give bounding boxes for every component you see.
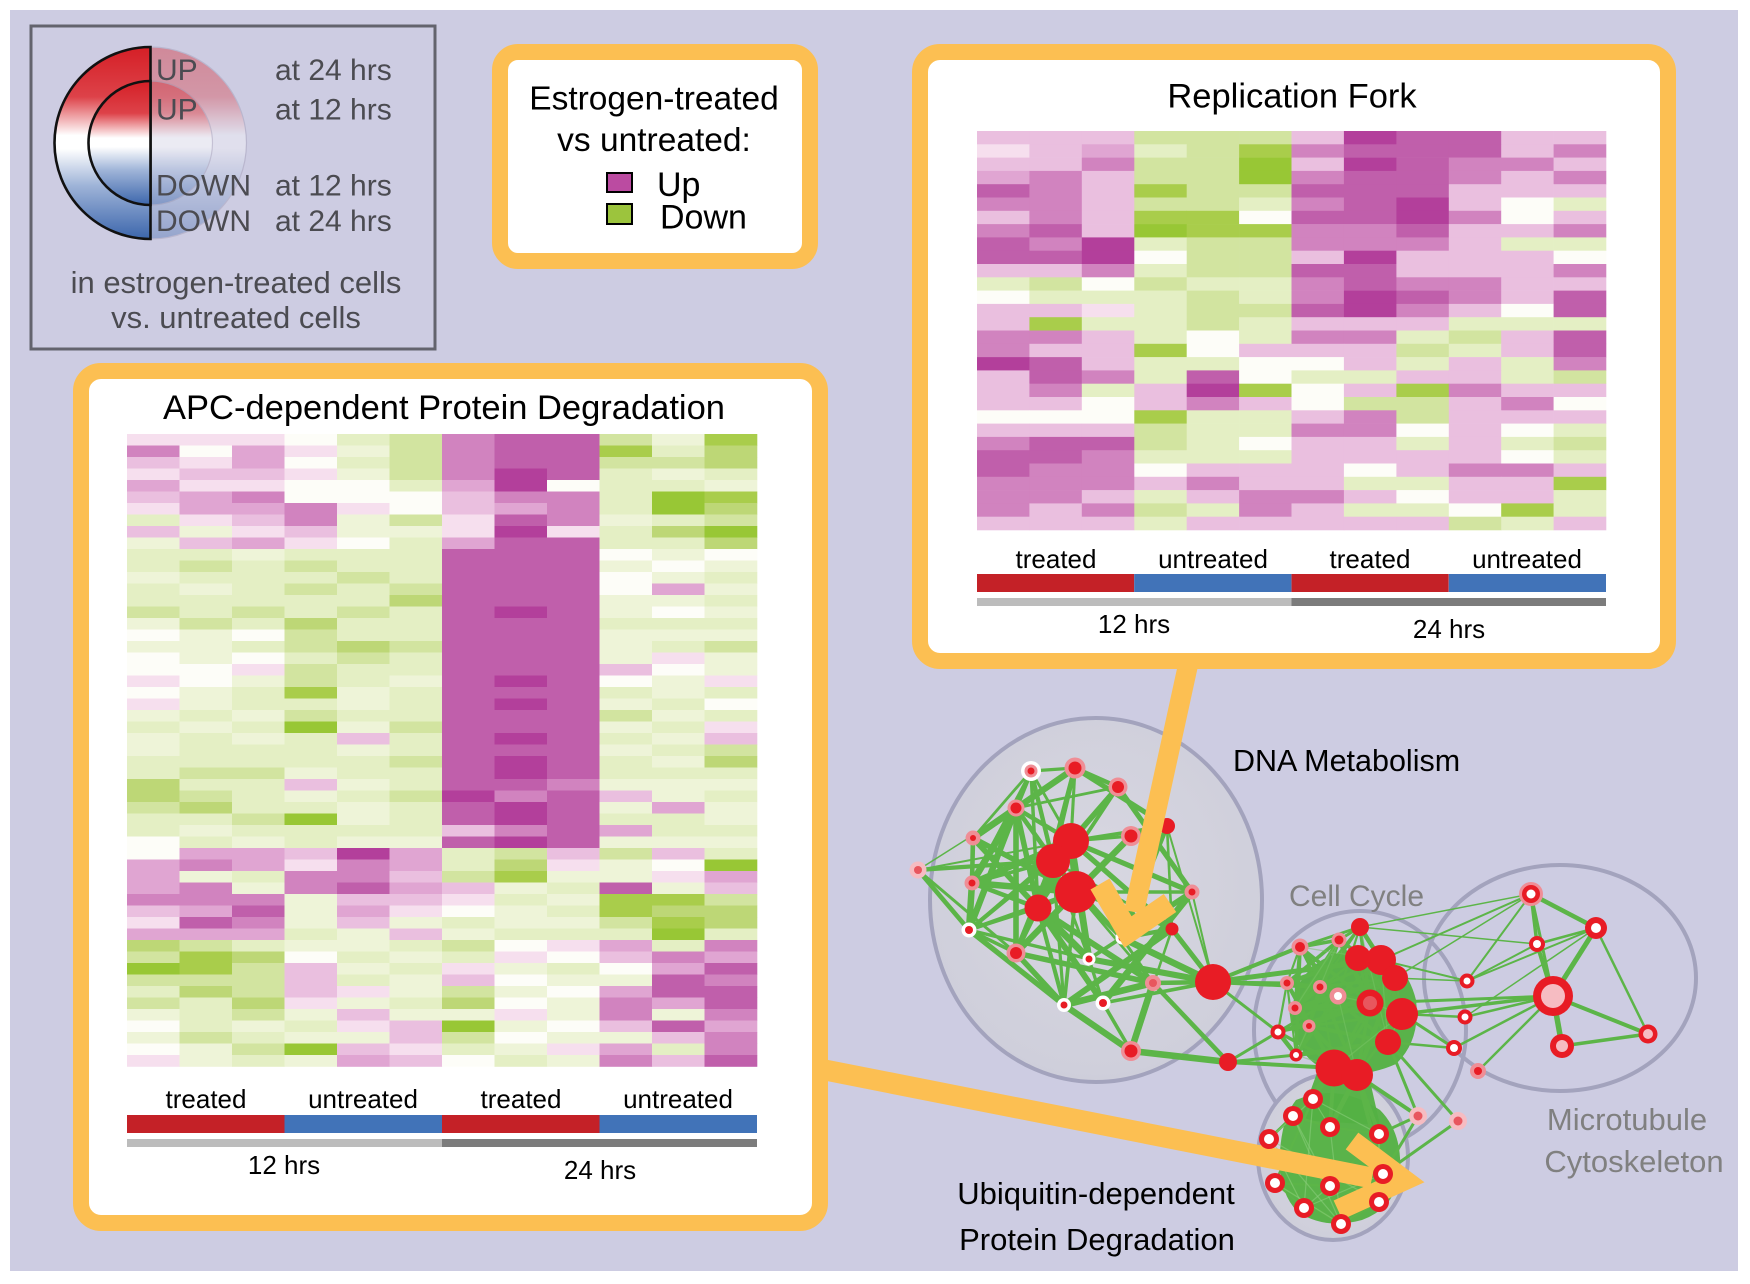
svg-text:vs untreated:: vs untreated: [557,122,751,159]
svg-text:vs. untreated cells: vs. untreated cells [111,300,361,335]
svg-text:untreated: untreated [1158,544,1268,574]
svg-text:UP: UP [156,94,198,127]
svg-text:untreated: untreated [308,1084,418,1114]
svg-text:at 24 hrs: at 24 hrs [275,205,392,238]
svg-text:treated: treated [1016,544,1097,574]
svg-text:DOWN: DOWN [156,205,251,238]
svg-text:at 24 hrs: at 24 hrs [275,54,392,87]
svg-text:DOWN: DOWN [156,170,251,203]
svg-text:24 hrs: 24 hrs [564,1155,636,1185]
svg-text:12 hrs: 12 hrs [1098,609,1170,639]
svg-text:Ubiquitin-dependent: Ubiquitin-dependent [957,1176,1235,1211]
svg-text:DNA Metabolism: DNA Metabolism [1233,744,1460,778]
svg-text:treated: treated [166,1084,247,1114]
svg-text:Cytoskeleton: Cytoskeleton [1544,1144,1723,1179]
svg-text:untreated: untreated [1472,544,1582,574]
svg-text:12 hrs: 12 hrs [248,1150,320,1180]
svg-text:at 12 hrs: at 12 hrs [275,170,392,203]
svg-text:in estrogen-treated cells: in estrogen-treated cells [71,265,402,300]
svg-text:Down: Down [660,199,747,237]
svg-text:Protein Degradation: Protein Degradation [959,1222,1235,1257]
svg-text:Cell Cycle: Cell Cycle [1289,880,1424,913]
svg-text:APC-dependent Protein Degradat: APC-dependent Protein Degradation [163,389,725,427]
svg-text:Replication Fork: Replication Fork [1167,78,1417,116]
svg-text:untreated: untreated [623,1084,733,1114]
svg-text:Up: Up [657,166,700,204]
svg-text:Microtubule: Microtubule [1547,1102,1707,1137]
svg-text:at 12 hrs: at 12 hrs [275,94,392,127]
svg-text:24 hrs: 24 hrs [1413,614,1485,644]
svg-text:Estrogen-treated: Estrogen-treated [529,81,779,118]
svg-text:UP: UP [156,54,198,87]
svg-text:treated: treated [481,1084,562,1114]
svg-text:treated: treated [1330,544,1411,574]
